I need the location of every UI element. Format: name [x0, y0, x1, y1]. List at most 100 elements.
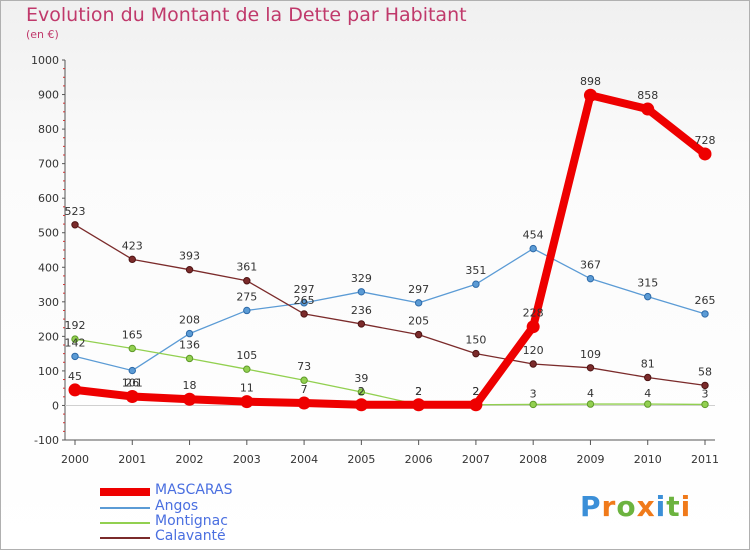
- data-point-angos: [243, 306, 251, 315]
- data-point-calavant: [357, 320, 366, 328]
- y-tick-label: 100: [38, 365, 59, 378]
- logo-letter: i: [655, 490, 667, 523]
- data-point-montignac: [529, 400, 537, 409]
- data-label-mascaras: 728: [695, 134, 716, 147]
- data-label-mascaras: 18: [183, 379, 197, 392]
- y-tick-label: 600: [38, 192, 59, 205]
- legend-swatch-mascaras: [100, 488, 150, 496]
- data-label-angos: 142: [65, 336, 86, 349]
- data-label-calavant: 120: [523, 344, 544, 357]
- data-point-angos: [185, 329, 194, 338]
- data-label-montignac: 4: [644, 387, 651, 400]
- data-label-calavant: 81: [641, 357, 655, 370]
- data-label-angos: 275: [236, 290, 257, 303]
- x-tick-label: 2010: [634, 453, 662, 466]
- data-point-montignac: [357, 388, 366, 396]
- x-tick-label: 2008: [519, 453, 547, 466]
- data-point-montignac: [300, 376, 308, 384]
- data-label-montignac: 39: [354, 372, 368, 385]
- data-label-angos: 297: [294, 283, 315, 296]
- x-tick-label: 2002: [176, 453, 204, 466]
- x-tick-label: 2001: [118, 453, 146, 466]
- data-label-montignac: 73: [297, 360, 311, 373]
- data-point-mascaras: [412, 398, 426, 412]
- data-label-calavant: 423: [122, 239, 143, 252]
- data-point-mascaras: [641, 102, 655, 116]
- data-label-mascaras: 228: [523, 307, 544, 320]
- y-tick-label: 900: [38, 89, 59, 102]
- data-point-angos: [529, 244, 537, 253]
- data-point-angos: [414, 299, 423, 307]
- data-point-angos: [300, 299, 308, 307]
- data-label-calavant: 361: [236, 261, 257, 274]
- data-label-montignac: 105: [236, 349, 257, 362]
- data-point-montignac: [644, 400, 652, 408]
- data-label-montignac: 2: [472, 385, 479, 398]
- data-label-angos: 329: [351, 272, 372, 285]
- logo-letter: r: [601, 490, 617, 523]
- data-point-montignac: [185, 354, 194, 363]
- data-label-montignac: 192: [65, 319, 86, 332]
- data-label-angos: 297: [408, 283, 429, 296]
- data-point-mascaras: [583, 88, 597, 102]
- legend-label-angos: Angos: [155, 498, 199, 514]
- y-tick-label: 1000: [31, 54, 59, 67]
- logo-letter: x: [636, 490, 656, 523]
- legend-swatch-angos: [100, 507, 150, 509]
- y-tick-label: 800: [38, 123, 59, 136]
- legend-label-mascaras: MASCARAS: [155, 482, 233, 498]
- legend-swatch-montignac: [100, 522, 150, 524]
- data-label-calavant: 150: [465, 334, 486, 347]
- data-point-calavant: [586, 364, 595, 372]
- legend-label-montignac: Montignac: [155, 513, 228, 529]
- data-label-angos: 367: [580, 259, 601, 272]
- x-tick-label: 2009: [576, 453, 604, 466]
- data-label-angos: 265: [695, 294, 716, 307]
- data-point-mascaras: [68, 383, 82, 397]
- data-label-montignac: 2: [415, 385, 422, 398]
- data-label-montignac: 165: [122, 328, 143, 341]
- data-label-mascaras: 2: [358, 385, 365, 398]
- data-point-calavant: [644, 373, 652, 382]
- data-point-mascaras: [526, 320, 540, 334]
- data-label-calavant: 523: [65, 205, 86, 218]
- data-point-montignac: [128, 344, 136, 353]
- data-point-angos: [472, 280, 480, 288]
- x-tick-label: 2000: [61, 453, 89, 466]
- x-tick-label: 2004: [290, 453, 318, 466]
- data-label-calavant: 109: [580, 348, 601, 361]
- x-tick-label: 2005: [347, 453, 375, 466]
- y-tick-label: 0: [52, 399, 59, 412]
- data-label-mascaras: 11: [240, 382, 254, 395]
- x-tick-label: 2003: [233, 453, 261, 466]
- data-point-calavant: [701, 381, 709, 390]
- data-point-mascaras: [297, 396, 311, 410]
- data-point-calavant: [185, 265, 194, 274]
- proxiti-logo: Proxiti: [580, 490, 691, 523]
- data-point-calavant: [243, 277, 251, 285]
- series-line-angos: [74, 247, 706, 372]
- data-label-mascaras: 26: [125, 376, 139, 389]
- data-label-calavant: 236: [351, 304, 372, 317]
- data-label-calavant: 265: [294, 294, 315, 307]
- data-point-angos: [357, 288, 366, 296]
- legend-label-calavant: Calavanté: [155, 528, 226, 544]
- chart-subtitle: (en €): [26, 28, 59, 41]
- data-point-angos: [701, 310, 709, 318]
- logo-letter: t: [666, 490, 681, 523]
- data-label-calavant: 205: [408, 315, 429, 328]
- x-tick-label: 2011: [691, 453, 719, 466]
- logo-letter: o: [616, 490, 637, 523]
- data-label-mascaras: 2: [472, 385, 479, 398]
- data-label-angos: 101: [122, 377, 143, 390]
- data-point-calavant: [71, 221, 79, 229]
- series-line-mascaras: [74, 91, 708, 409]
- y-tick-label: 700: [38, 158, 59, 171]
- data-label-montignac: 136: [179, 338, 200, 351]
- y-tick-label: 200: [38, 330, 59, 343]
- data-point-mascaras: [183, 392, 197, 406]
- data-label-montignac: 3: [702, 387, 709, 400]
- data-point-angos: [71, 352, 79, 361]
